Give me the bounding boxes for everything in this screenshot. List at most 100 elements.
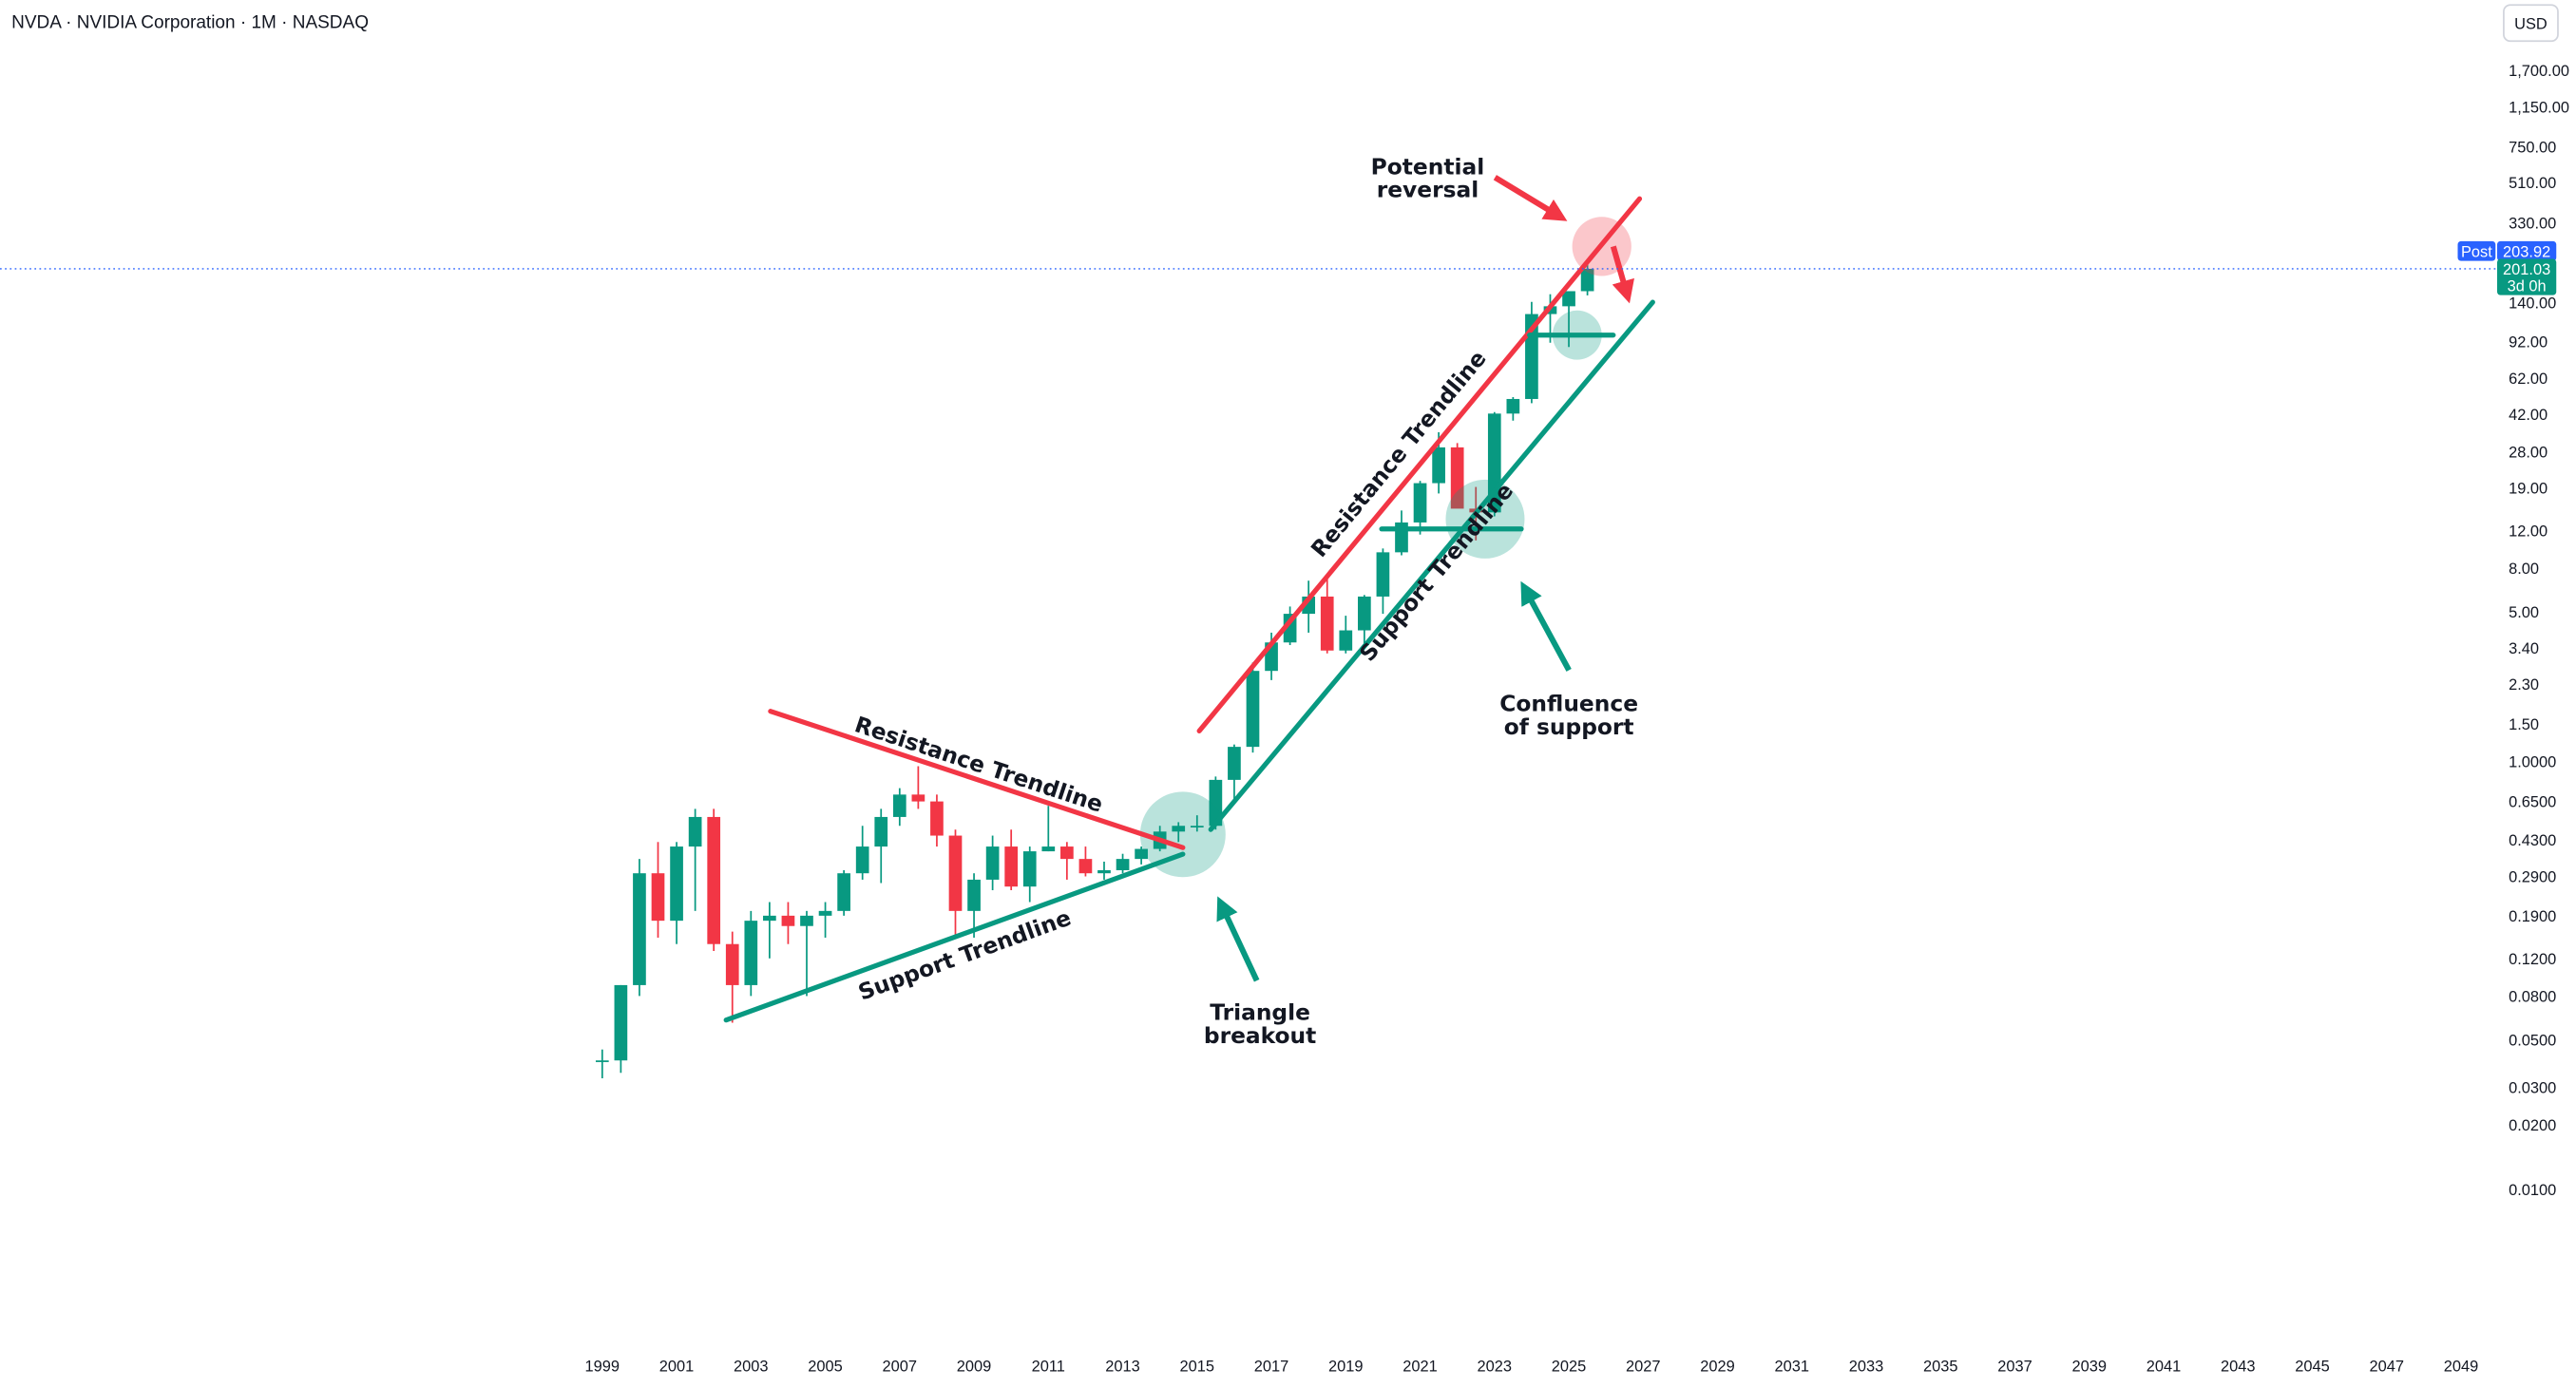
candle-body: [967, 879, 981, 911]
candle-body: [1376, 552, 1390, 597]
y-tick-label: 0.4300: [2509, 832, 2556, 849]
x-tick-label: 2025: [1552, 1359, 1587, 1376]
annotation: breakout: [1204, 1022, 1316, 1049]
candle-body: [1228, 747, 1241, 780]
y-tick-label: 12.00: [2509, 523, 2547, 541]
annotation: Potential: [1371, 153, 1485, 180]
candle-body: [763, 915, 776, 922]
arrow[interactable]: [1493, 175, 1568, 221]
currency-box[interactable]: [2503, 4, 2559, 43]
x-tick-label: 2043: [2221, 1359, 2256, 1376]
candle-body: [670, 846, 683, 922]
y-tick-label: 0.0200: [2509, 1117, 2556, 1134]
support-trendline[interactable]: [723, 851, 1186, 1023]
x-tick-label: 2009: [957, 1359, 991, 1376]
annotation: Confluence: [1499, 691, 1638, 717]
x-tick-label: 2041: [2147, 1359, 2182, 1376]
y-tick-label: 92.00: [2509, 333, 2547, 351]
y-tick-label: 1.0000: [2509, 754, 2556, 771]
post-label: Post: [2461, 243, 2492, 260]
x-tick-label: 2033: [1849, 1359, 1884, 1376]
candle-body: [818, 910, 832, 916]
y-tick-label: 0.0300: [2509, 1079, 2556, 1096]
arrow[interactable]: [1610, 245, 1634, 304]
y-tick-label: 3.40: [2509, 640, 2539, 657]
candle-body: [744, 921, 758, 985]
y-tick-label: 0.0800: [2509, 988, 2556, 1005]
candle-body: [1432, 447, 1445, 484]
x-tick-label: 2017: [1254, 1359, 1289, 1376]
candle-body: [911, 794, 925, 802]
x-tick-label: 2047: [2370, 1359, 2405, 1376]
annotation: of support: [1504, 713, 1634, 740]
y-tick-label: 1.50: [2509, 716, 2539, 733]
x-tick-label: 2031: [1775, 1359, 1810, 1376]
candle-body: [1004, 846, 1019, 887]
x-tick-label: 2049: [2444, 1359, 2479, 1376]
x-tick-label: 2027: [1626, 1359, 1661, 1376]
y-tick-label: 0.1900: [2509, 908, 2556, 925]
annotation: reversal: [1377, 176, 1479, 202]
highlight-circle: [1445, 479, 1525, 559]
candle-body: [1078, 859, 1093, 874]
y-tick-label: 62.00: [2509, 371, 2547, 388]
candle-body: [651, 873, 665, 922]
candle-body: [1413, 483, 1427, 523]
x-tick-label: 2011: [1032, 1359, 1065, 1376]
x-tick-label: 2005: [808, 1359, 843, 1376]
post-price-label: 203.92: [2503, 243, 2550, 260]
y-tick-label: 0.1200: [2509, 951, 2556, 968]
candle-body: [1358, 596, 1371, 631]
x-tick-label: 2003: [734, 1359, 769, 1376]
candle-body: [985, 846, 1000, 880]
candle-body: [892, 794, 906, 817]
candle-body: [1116, 859, 1130, 870]
arrow[interactable]: [1520, 580, 1572, 672]
y-tick-label: 0.0100: [2509, 1182, 2556, 1199]
last-price-badge: [2497, 258, 2557, 295]
post-badge: [2457, 240, 2496, 261]
symbol-title: NVDA · NVIDIA Corporation · 1M · NASDAQ: [11, 12, 369, 32]
candle-body: [1246, 671, 1260, 748]
candle-body: [595, 1060, 609, 1062]
candle-body: [948, 835, 963, 911]
x-tick-label: 2015: [1180, 1359, 1215, 1376]
candle-body: [1172, 826, 1186, 832]
resistance-trendline[interactable]: [1196, 196, 1643, 733]
y-tick-label: 28.00: [2509, 445, 2547, 462]
y-tick-label: 140.00: [2509, 295, 2556, 312]
candle-body: [1190, 826, 1204, 827]
candle-body: [874, 816, 888, 847]
last-price-label: 201.03: [2503, 261, 2550, 278]
y-tick-label: 1,700.00: [2509, 63, 2569, 80]
y-tick-label: 5.00: [2509, 604, 2539, 621]
x-tick-label: 2029: [1700, 1359, 1735, 1376]
support-trendline[interactable]: [1208, 299, 1655, 832]
candle-body: [1060, 846, 1074, 860]
x-tick-label: 2019: [1328, 1359, 1364, 1376]
resistance-trendline[interactable]: [768, 709, 1186, 850]
y-tick-label: 19.00: [2509, 481, 2547, 498]
post-price-badge: [2497, 240, 2557, 261]
candle-body: [800, 915, 813, 926]
y-tick-label: 0.6500: [2509, 794, 2556, 811]
x-tick-label: 2007: [883, 1359, 918, 1376]
axes: 1,700.00 1,150.00 750.00 510.00 330.00 140.00…: [0, 63, 2569, 1376]
candle-body: [633, 873, 646, 985]
y-tick-label: 510.00: [2509, 175, 2556, 192]
x-tick-label: 1999: [585, 1359, 620, 1376]
currency[interactable]: USD: [2514, 15, 2547, 32]
x-tick-label: 2045: [2295, 1359, 2330, 1376]
candle-body: [1097, 869, 1111, 874]
y-tick-label: 42.00: [2509, 407, 2547, 424]
candle-body: [837, 873, 850, 911]
candle-body: [614, 984, 628, 1061]
candle-body: [725, 943, 739, 985]
arrow[interactable]: [1216, 896, 1260, 982]
annotation: Triangle: [1210, 999, 1310, 1026]
candle-body: [930, 801, 944, 836]
candle-body: [1135, 848, 1148, 860]
y-tick-label: 8.00: [2509, 561, 2539, 578]
